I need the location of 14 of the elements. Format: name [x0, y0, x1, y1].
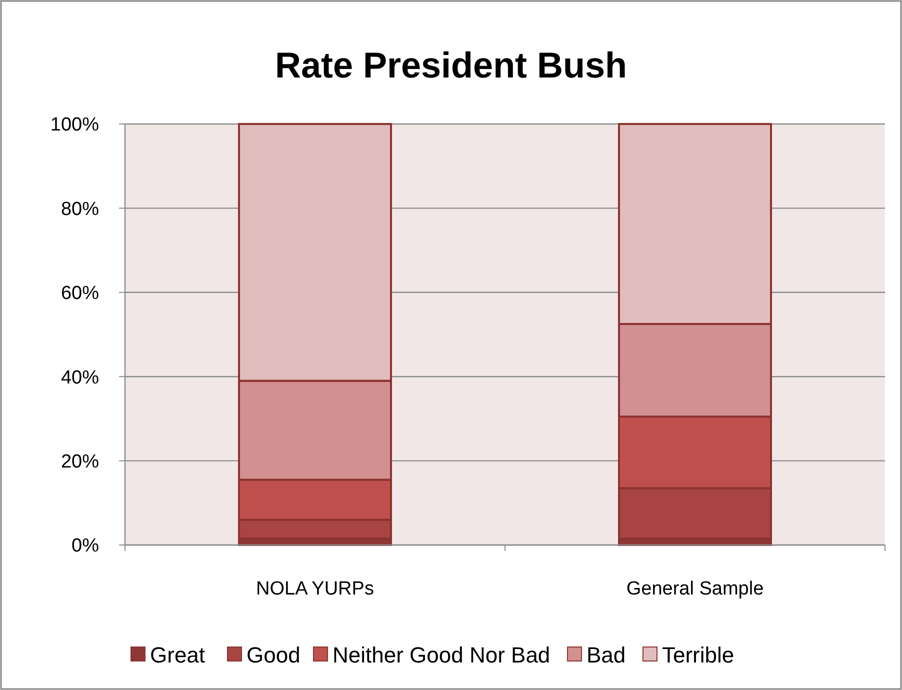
legend-label: Terrible [662, 642, 734, 668]
y-tick-label: 20% [60, 451, 100, 472]
y-tick-label: 40% [60, 367, 100, 388]
x-tick-label: General Sample [626, 578, 764, 600]
y-tick-label: 0% [72, 536, 100, 557]
legend-label: Good [246, 642, 300, 668]
y-tick-label: 100% [50, 114, 100, 136]
y-tick-label: 80% [60, 198, 100, 220]
chart-title: Rate President Bush [274, 44, 628, 86]
legend-label: Neither Good Nor Bad [332, 642, 550, 668]
legend-label: Bad [586, 642, 626, 668]
legend-label: Great [150, 642, 206, 668]
x-tick-label: NOLA YURPs [256, 578, 374, 600]
y-tick-label: 60% [60, 283, 100, 304]
